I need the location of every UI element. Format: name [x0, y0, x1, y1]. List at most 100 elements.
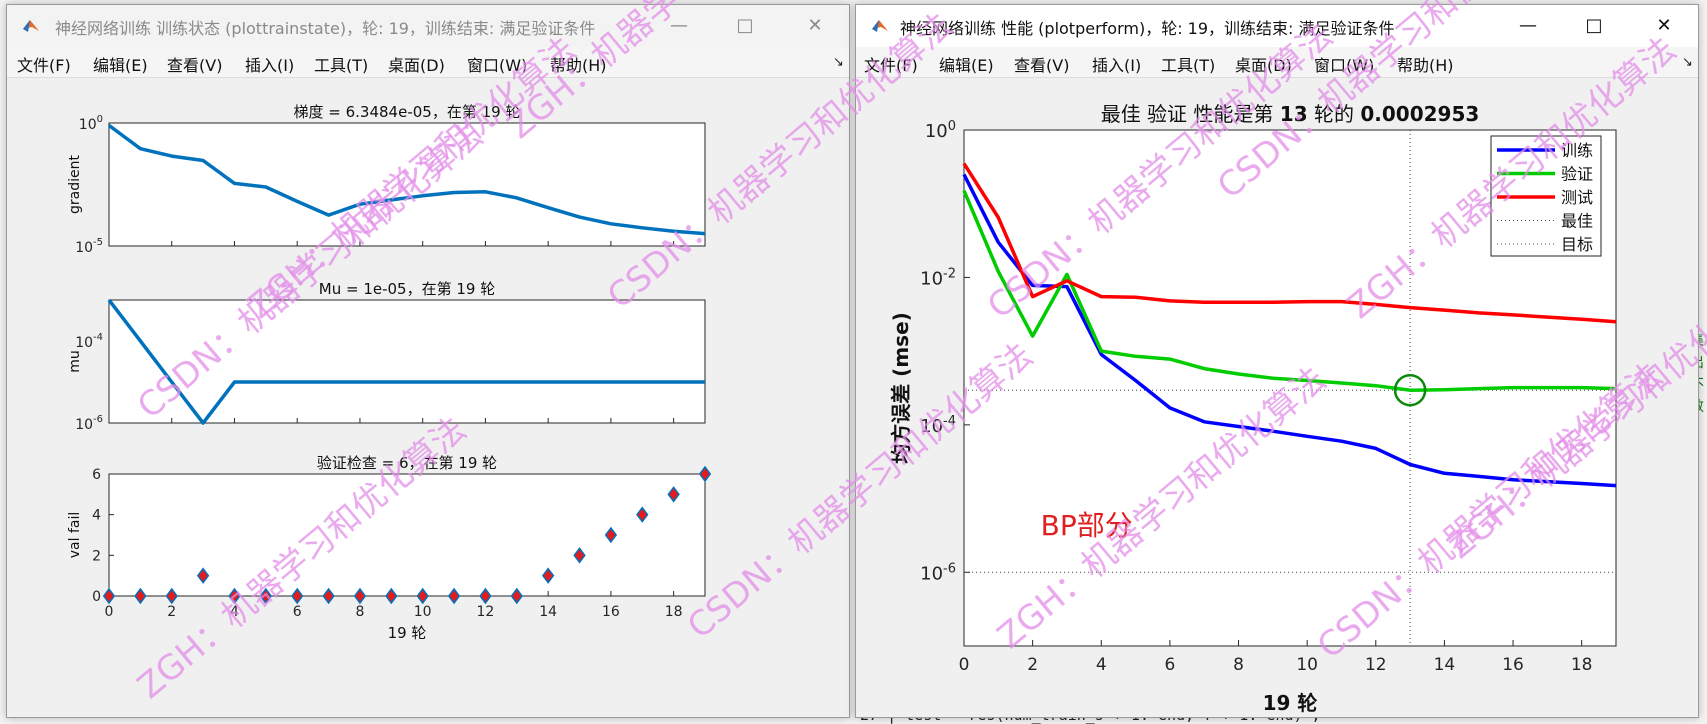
- x-tick-label: 0: [959, 655, 970, 675]
- data-point: [353, 587, 367, 605]
- maximize-button[interactable]: □: [736, 15, 754, 36]
- title-bar[interactable]: 神经网络训练 训练状态 (plottrainstate)，轮: 19，训练结束:…: [7, 5, 849, 47]
- series-line: [107, 123, 706, 236]
- x-tick-label: 4: [1096, 655, 1107, 675]
- y-tick-label: 10-5: [75, 237, 103, 256]
- dock-arrow-icon[interactable]: ↘: [833, 55, 844, 70]
- trainstate-plots: 梯度 = 6.3484e-05，在第 19 轮gradient10010-5Mu…: [67, 103, 712, 642]
- menu-window[interactable]: 窗口(W): [467, 56, 528, 75]
- menu-help[interactable]: 帮助(H): [1397, 56, 1454, 75]
- x-tick-label: 8: [355, 604, 364, 620]
- x-tick-label: 18: [665, 604, 683, 620]
- panel-title: 梯度 = 6.3484e-05，在第 19 轮: [294, 103, 521, 121]
- x-tick-label: 2: [1027, 655, 1038, 675]
- data-point: [636, 506, 649, 523]
- figure-area: 最佳 验证 性能是第 13 轮的 0.0002953 均方误差 (mse) 19 轮…: [856, 78, 1698, 717]
- menu-insert[interactable]: 插入(I): [245, 56, 295, 75]
- menu-insert[interactable]: 插入(I): [1092, 56, 1142, 75]
- minimize-button[interactable]: —: [670, 15, 688, 36]
- x-tick-label: 4: [230, 604, 239, 620]
- panel-title: 验证检查 = 6，在第 19 轮: [317, 454, 497, 472]
- x-tick-label: 6: [293, 604, 302, 620]
- data-point: [698, 465, 712, 483]
- data-point: [479, 587, 492, 605]
- data-point: [291, 587, 304, 605]
- data-point: [259, 587, 273, 605]
- panel-title: Mu = 1e-05，在第 19 轮: [319, 280, 495, 298]
- y-tick-label: 10-2: [920, 266, 956, 289]
- x-tick-label: 12: [1365, 655, 1387, 675]
- chart-ylabel: 均方误差 (mse): [889, 312, 913, 464]
- series-line-1: [962, 173, 1617, 488]
- menu-desktop[interactable]: 桌面(D): [1235, 56, 1292, 75]
- panel-ylabel: gradient: [67, 155, 83, 214]
- perform-plot: 最佳 验证 性能是第 13 轮的 0.0002953 均方误差 (mse) 19 轮…: [889, 102, 1617, 715]
- close-button[interactable]: ✕: [1656, 15, 1672, 36]
- data-point: [667, 486, 680, 503]
- y-tick-label: 10-4: [75, 332, 103, 351]
- figure-area: 梯度 = 6.3484e-05，在第 19 轮 gradient 100 10-5 Mu…: [7, 78, 849, 717]
- x-tick-label: 18: [1571, 655, 1593, 675]
- x-tick-label: 16: [1502, 655, 1524, 675]
- x-tick-label: 6: [1164, 655, 1175, 675]
- menu-window[interactable]: 窗口(W): [1314, 56, 1375, 75]
- y-tick-label: 2: [92, 548, 101, 564]
- y-tick-label: 10-4: [920, 414, 956, 437]
- series-line-2: [962, 190, 1617, 392]
- chart-xlabel: 19 轮: [1263, 691, 1318, 715]
- menu-edit[interactable]: 编辑(E): [93, 56, 148, 75]
- data-point: [134, 587, 147, 605]
- legend-label: 验证: [1561, 165, 1593, 184]
- best-marker: [1393, 373, 1427, 407]
- close-button[interactable]: ✕: [807, 15, 823, 36]
- menu-desktop[interactable]: 桌面(D): [388, 56, 445, 75]
- x-tick-label: 14: [539, 604, 557, 620]
- legend-label: 训练: [1561, 141, 1593, 160]
- trainstate-window[interactable]: 神经网络训练 训练状态 (plottrainstate)，轮: 19，训练结束:…: [6, 4, 850, 718]
- chart-title: 最佳 验证 性能是第 13 轮的 0.0002953: [1101, 102, 1480, 126]
- bp-annotation: BP部分: [1041, 509, 1133, 542]
- maximize-button[interactable]: □: [1585, 15, 1603, 36]
- data-point: [165, 587, 178, 605]
- data-point: [228, 587, 241, 605]
- series-line-3: [962, 162, 1617, 324]
- x-tick-label: 10: [414, 604, 432, 620]
- menu-view[interactable]: 查看(V): [167, 56, 223, 75]
- y-tick-label: 6: [92, 467, 101, 483]
- panel-xlabel: 19 轮: [388, 624, 427, 642]
- panel-ylabel: val fail: [67, 512, 83, 559]
- x-tick-label: 14: [1434, 655, 1456, 675]
- dock-arrow-icon[interactable]: ↘: [1682, 55, 1693, 70]
- legend-label: 测试: [1561, 188, 1593, 207]
- x-tick-label: 16: [602, 604, 620, 620]
- y-tick-label: 4: [92, 508, 101, 524]
- series-line: [107, 298, 705, 425]
- axes-box: [108, 122, 706, 247]
- y-tick-label: 100: [79, 114, 103, 133]
- menu-bar: 文件(F) 编辑(E) 查看(V) 插入(I) 工具(T) 桌面(D) 窗口(W…: [856, 47, 1698, 78]
- window-title: 神经网络训练 性能 (plotperform)，轮: 19，训练结束: 满足验证…: [900, 19, 1395, 38]
- perform-window[interactable]: 神经网络训练 性能 (plotperform)，轮: 19，训练结束: 满足验证…: [855, 4, 1699, 718]
- x-tick-label: 8: [1233, 655, 1244, 675]
- menu-tools[interactable]: 工具(T): [314, 56, 369, 75]
- menu-view[interactable]: 查看(V): [1014, 56, 1070, 75]
- menu-tools[interactable]: 工具(T): [1161, 56, 1216, 75]
- x-tick-label: 12: [477, 604, 495, 620]
- data-point: [385, 587, 398, 605]
- y-tick-label: 0: [92, 589, 101, 605]
- title-bar[interactable]: 神经网络训练 性能 (plotperform)，轮: 19，训练结束: 满足验证…: [856, 5, 1698, 47]
- menu-file[interactable]: 文件(F): [864, 56, 918, 75]
- y-tick-label: 10-6: [75, 414, 103, 433]
- panel-1: 梯度 = 6.3484e-05，在第 19 轮 gradient 100 10-5: [67, 103, 706, 256]
- menu-file[interactable]: 文件(F): [17, 56, 71, 75]
- menu-edit[interactable]: 编辑(E): [939, 56, 994, 75]
- menu-help[interactable]: 帮助(H): [550, 56, 607, 75]
- x-tick-label: 0: [105, 604, 114, 620]
- x-tick-label: 10: [1296, 655, 1318, 675]
- data-point: [604, 526, 618, 544]
- data-point: [102, 587, 116, 605]
- minimize-button[interactable]: —: [1519, 15, 1537, 36]
- menu-bar: 文件(F) 编辑(E) 查看(V) 插入(I) 工具(T) 桌面(D) 窗口(W…: [7, 47, 849, 78]
- data-point: [416, 587, 429, 605]
